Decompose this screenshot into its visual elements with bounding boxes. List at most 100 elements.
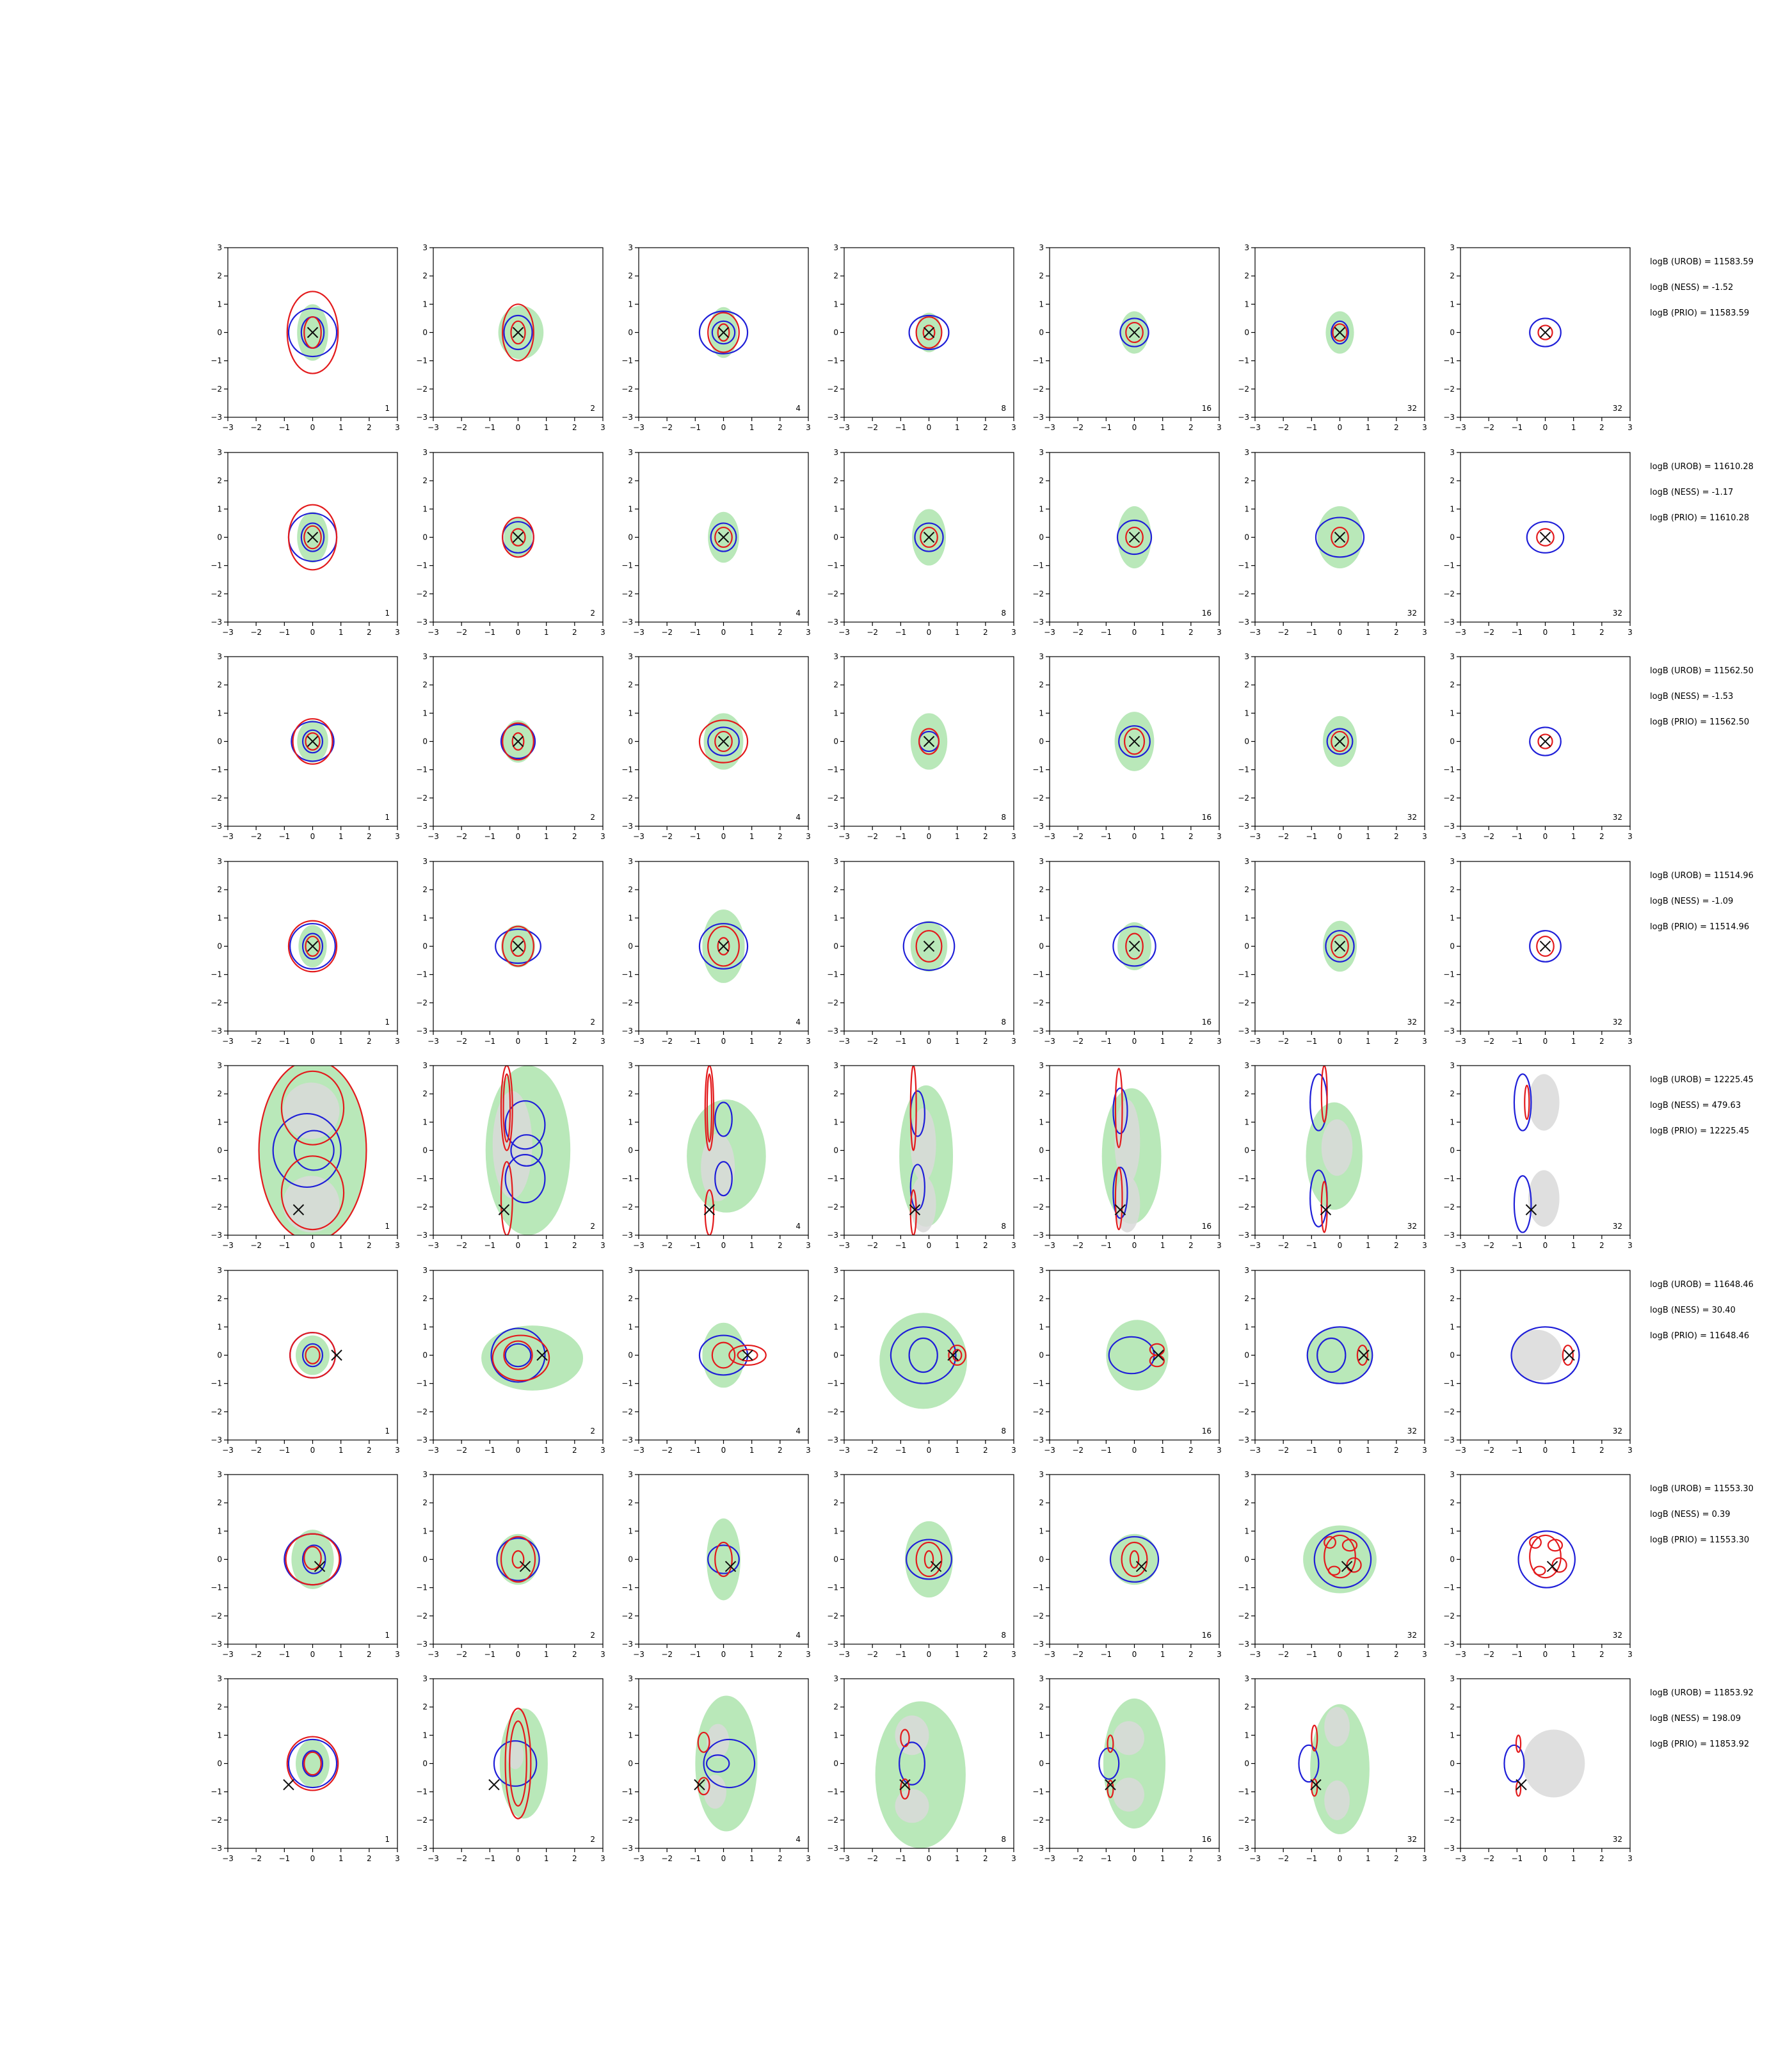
plot-area	[1517, 1530, 1576, 1588]
x-tick-label: −1	[484, 1446, 495, 1455]
blue-contour	[301, 1544, 326, 1574]
true-parameter-marker	[331, 1349, 342, 1361]
x-tick-label: 0	[1543, 1854, 1548, 1863]
y-tick-label: 2	[833, 1702, 838, 1711]
y-tick-label: −3	[827, 1027, 838, 1036]
red-contour	[922, 324, 936, 340]
panel-index-label: 32	[1407, 1018, 1417, 1027]
x-tick-label: −2	[1072, 1241, 1084, 1250]
panel-r5-c6: −3−3 −2 −2 −1 −1 0 0 1 1 2 2 3 3 32	[1238, 1061, 1427, 1250]
y-tick-label: 0	[217, 737, 222, 746]
x-tick-label: −1	[1306, 1241, 1317, 1250]
blue-contour	[1526, 521, 1565, 554]
y-tick-label: −1	[211, 1788, 222, 1796]
panel-index-label: 2	[590, 404, 595, 413]
x-tick-label: 2	[1394, 1446, 1399, 1455]
y-tick-label: 2	[217, 885, 222, 894]
true-parameter-marker	[307, 326, 319, 339]
blue-contour	[1098, 1747, 1120, 1780]
y-tick-label: 3	[833, 652, 838, 661]
blue-contour	[902, 921, 956, 972]
y-tick-label: −1	[621, 970, 633, 979]
y-tick-label: 1	[1039, 913, 1044, 922]
x-tick-label: 2	[1394, 628, 1399, 637]
plot-area	[902, 920, 956, 972]
y-tick-label: 2	[1244, 271, 1249, 280]
x-tick-label: −3	[633, 1854, 644, 1863]
x-tick-label: 0	[721, 1650, 726, 1659]
blue-contour	[703, 1738, 756, 1789]
y-tick-label: −1	[1238, 1788, 1249, 1796]
y-tick-label: −2	[1032, 1407, 1044, 1416]
x-tick-label: −2	[1072, 1650, 1084, 1659]
blue-contour	[504, 1154, 546, 1204]
red-contour	[305, 1346, 321, 1364]
x-tick-label: 1	[1571, 1854, 1576, 1863]
y-tick-label: −2	[1032, 998, 1044, 1007]
x-tick-label: 0	[516, 1446, 521, 1455]
y-tick-label: −3	[416, 1027, 428, 1036]
y-tick-label: −2	[827, 1407, 838, 1416]
x-tick-label: 0	[1543, 1241, 1548, 1250]
row-annotation-r3: logB (UROB) = 11562.50 logB (NESS) = -1.5…	[1650, 666, 1754, 727]
panel-r3-c4: −3−3 −2 −2 −1 −1 0 0 1 1 2 2 3 3 8	[827, 652, 1016, 841]
y-tick-label: 3	[833, 1061, 838, 1070]
plot-area	[1306, 1326, 1373, 1384]
grey-density-region	[910, 1176, 936, 1233]
blue-contour	[293, 1130, 335, 1171]
true-parameter-marker	[694, 1779, 705, 1791]
x-tick-label: 1	[544, 1446, 549, 1455]
red-contour	[511, 1550, 525, 1569]
x-tick-label: 2	[572, 1037, 577, 1046]
logb-ness-label: logB (NESS) = 30.40	[1650, 1306, 1736, 1315]
y-tick-label: −3	[211, 618, 222, 627]
y-tick-label: 3	[422, 1674, 428, 1683]
x-tick-label: 2	[1394, 1650, 1399, 1659]
y-tick-label: 2	[628, 1498, 633, 1507]
x-tick-label: 2	[778, 1446, 783, 1455]
red-contour	[924, 1550, 934, 1569]
red-contour	[1324, 1536, 1336, 1549]
x-tick-label: −3	[1455, 1446, 1466, 1455]
x-tick-label: 2	[1188, 1650, 1194, 1659]
panel-index-label: 4	[796, 404, 801, 413]
blue-contour	[495, 928, 541, 964]
x-tick-label: −3	[1455, 1650, 1466, 1659]
plot-area	[287, 504, 338, 571]
true-parameter-marker	[947, 1349, 959, 1361]
x-tick-label: 2	[1188, 1446, 1194, 1455]
blue-contour	[1513, 1073, 1532, 1132]
x-tick-label: 3	[395, 1446, 400, 1455]
y-tick-label: −3	[1238, 822, 1249, 831]
y-tick-label: −2	[621, 1612, 633, 1620]
panel-index-label: 32	[1613, 1018, 1622, 1027]
y-tick-label: 2	[422, 1702, 428, 1711]
x-tick-label: 2	[1599, 1446, 1604, 1455]
y-tick-label: 0	[833, 1351, 838, 1360]
y-tick-label: −3	[1032, 1231, 1044, 1240]
y-tick-label: 0	[1244, 328, 1249, 337]
true-parameter-marker	[703, 1204, 716, 1215]
blue-contour	[1325, 930, 1355, 963]
grey-density-region	[1114, 1100, 1140, 1185]
blue-contour	[714, 1101, 733, 1137]
panel-index-label: 4	[796, 1835, 801, 1844]
y-tick-label: −1	[621, 1788, 633, 1796]
panel-r2-c7: −3−3 −2 −2 −1 −1 0 0 1 1 2 2 3 3 32	[1443, 448, 1633, 637]
y-tick-label: 3	[422, 652, 428, 661]
y-tick-label: 0	[217, 1759, 222, 1768]
y-tick-label: −3	[621, 1436, 633, 1444]
x-tick-label: 1	[1571, 832, 1576, 841]
y-tick-label: −2	[827, 1612, 838, 1620]
y-tick-label: −1	[1443, 765, 1455, 774]
y-tick-label: 1	[628, 504, 633, 513]
panel-index-label: 1	[385, 1018, 390, 1027]
y-tick-label: −2	[416, 1816, 428, 1825]
x-tick-label: 1	[544, 1854, 549, 1863]
y-tick-label: −1	[211, 765, 222, 774]
y-tick-label: 3	[628, 1061, 633, 1070]
x-tick-label: 1	[1366, 423, 1371, 432]
blue-contour	[1326, 728, 1354, 755]
y-tick-label: −3	[621, 822, 633, 831]
x-tick-label: 0	[1338, 1650, 1343, 1659]
